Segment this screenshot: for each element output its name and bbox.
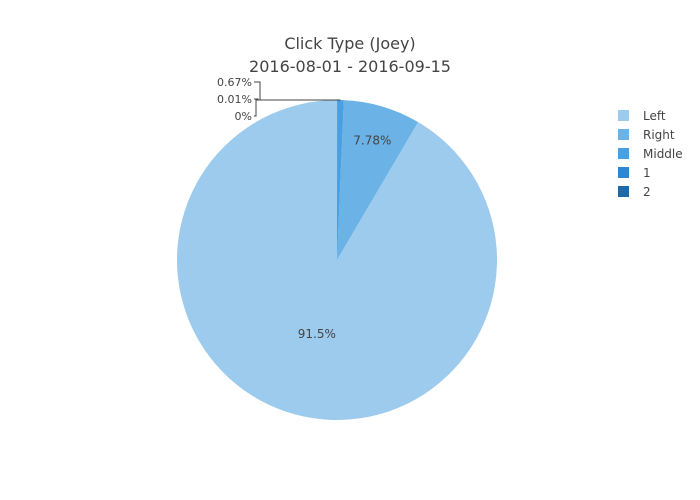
legend-item-1[interactable]: 1 [618,163,683,182]
slice-label: 0.67% [217,76,252,89]
legend-label: 1 [643,165,651,180]
legend-item-middle[interactable]: Middle [618,144,683,163]
slice-label: 0% [235,110,252,123]
slice-label: 7.78% [353,133,391,147]
legend-item-right[interactable]: Right [618,125,683,144]
pie-slice-right[interactable] [337,100,419,260]
legend-swatch [618,167,629,178]
chart-title: Click Type (Joey) [284,34,416,53]
slice-label: 0.01% [217,93,252,106]
legend-item-left[interactable]: Left [618,106,683,125]
label-connector [254,81,341,101]
pie-slice-middle[interactable] [337,100,344,260]
legend-item-2[interactable]: 2 [618,182,683,201]
legend-swatch [618,110,629,121]
legend-swatch [618,148,629,159]
legend-label: Right [643,127,675,142]
chart-subtitle: 2016-08-01 - 2016-09-15 [249,57,451,76]
legend-swatch [618,186,629,197]
legend-label: 2 [643,184,651,199]
legend-label: Middle [643,146,683,161]
legend-label: Left [643,108,666,123]
slice-label: 91.5% [298,327,336,341]
legend: Left Right Middle 1 2 [618,106,683,201]
legend-swatch [618,129,629,140]
